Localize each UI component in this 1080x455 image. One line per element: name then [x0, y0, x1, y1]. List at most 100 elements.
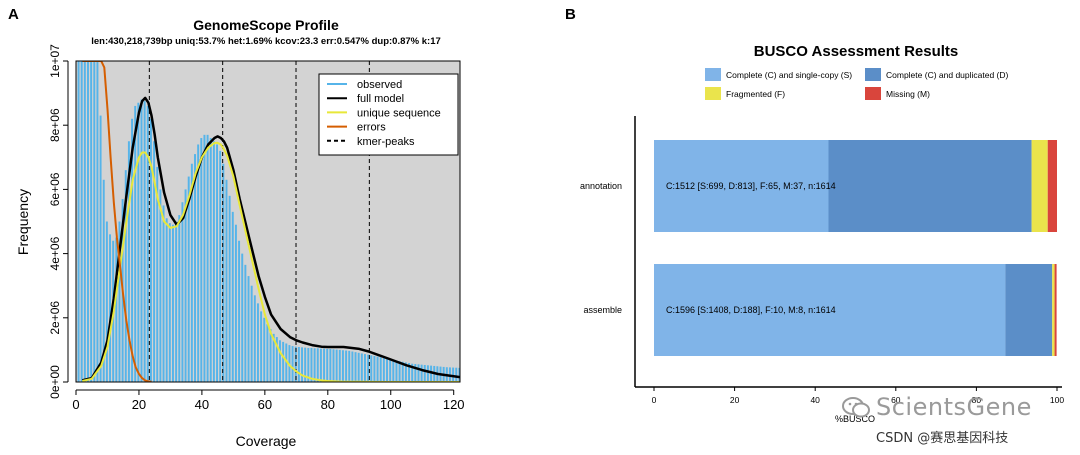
observed-bar	[423, 364, 426, 382]
observed-bar	[263, 317, 266, 382]
observed-bar	[345, 350, 348, 382]
observed-bar	[96, 61, 99, 382]
observed-bar	[304, 347, 307, 382]
observed-bar	[364, 354, 366, 382]
observed-bar	[408, 363, 411, 382]
observed-bar	[209, 138, 212, 382]
observed-bar	[250, 285, 253, 382]
observed-bar	[401, 361, 404, 382]
observed-bar	[219, 150, 222, 382]
observed-bar	[140, 99, 143, 382]
observed-bar	[200, 138, 203, 382]
x-tick-label: 80	[321, 397, 335, 412]
bar-segment	[654, 140, 829, 232]
x-tick-label: 100	[380, 397, 402, 412]
observed-bar	[159, 189, 162, 382]
observed-bar	[285, 343, 288, 382]
observed-bar	[291, 346, 294, 382]
observed-bar	[115, 237, 118, 382]
observed-bar	[137, 102, 140, 382]
bar-label: C:1512 [S:699, D:813], F:65, M:37, n:161…	[666, 181, 836, 191]
watermark-brand: ScientsGene	[876, 393, 1032, 421]
observed-bar	[234, 224, 237, 382]
legend-label: errors	[357, 122, 386, 134]
observed-bar	[404, 362, 407, 382]
observed-bar	[326, 348, 329, 382]
wechat-icon	[842, 397, 870, 418]
observed-bar	[414, 364, 417, 382]
legend-label: Missing (M)	[886, 89, 930, 99]
observed-bar	[455, 367, 458, 382]
chart-subtitle: len:430,218,739bp uniq:53.7% het:1.69% k…	[91, 36, 441, 47]
observed-bar	[93, 61, 96, 382]
observed-bar	[190, 163, 193, 382]
observed-bar	[105, 221, 108, 382]
legend-label: Complete (C) and single-copy (S)	[726, 70, 852, 80]
x-axis-label: Coverage	[236, 433, 297, 449]
y-tick-label: 8e+06	[48, 108, 62, 142]
observed-bar	[348, 350, 351, 382]
legend-label: unique sequence	[357, 107, 441, 119]
observed-bar	[411, 363, 414, 382]
chart-title: BUSCO Assessment Results	[754, 43, 959, 60]
observed-bar	[351, 351, 354, 382]
observed-bar	[392, 359, 395, 382]
panel-b-letter: B	[565, 6, 576, 23]
observed-bar	[225, 179, 228, 382]
observed-bar	[341, 350, 344, 382]
observed-bar	[197, 144, 200, 382]
observed-bar	[238, 240, 241, 382]
observed-bar	[360, 353, 363, 382]
observed-bar	[430, 365, 433, 382]
legend-label: Complete (C) and duplicated (D)	[886, 70, 1009, 80]
observed-bar	[458, 367, 460, 382]
y-axis-label: Frequency	[15, 189, 31, 255]
observed-bar	[222, 163, 225, 382]
x-tick-label: 100	[1050, 395, 1064, 405]
observed-bar	[194, 154, 196, 382]
bar-segment	[1054, 264, 1057, 356]
legend-label: observed	[357, 79, 402, 91]
observed-bar	[162, 205, 165, 382]
observed-bar	[282, 341, 285, 382]
observed-bar	[172, 224, 174, 382]
observed-bar	[149, 118, 152, 382]
bar-label: C:1596 [S:1408, D:188], F:10, M:8, n:161…	[666, 305, 836, 315]
legend-swatch	[865, 68, 881, 81]
observed-bar	[332, 349, 335, 382]
observed-bar	[80, 61, 83, 382]
plot-frame	[75, 60, 461, 383]
observed-bar	[77, 61, 80, 382]
observed-bar	[417, 364, 420, 382]
observed-bar	[373, 355, 376, 382]
observed-bar	[203, 134, 206, 382]
legend-swatch	[705, 68, 721, 81]
observed-bar	[275, 337, 278, 382]
observed-bar	[316, 348, 319, 382]
panel-a-letter: A	[8, 6, 19, 23]
observed-bar	[386, 358, 388, 382]
y-tick-label: 2e+06	[48, 301, 62, 335]
observed-bar	[398, 361, 401, 382]
x-axis-label: %BUSCO	[835, 414, 875, 424]
x-tick-label: 60	[258, 397, 272, 412]
y-tick-label: 1e+07	[48, 44, 62, 78]
busco-chart: BUSCO Assessment Results Complete (C) an…	[580, 43, 1064, 424]
observed-bar	[297, 347, 300, 382]
observed-bar	[395, 360, 398, 382]
observed-bar	[228, 195, 231, 382]
x-tick-label: 80	[972, 395, 982, 405]
observed-bar	[175, 221, 178, 382]
observed-bar	[206, 134, 209, 382]
observed-bar	[307, 347, 310, 382]
observed-bar	[323, 348, 326, 382]
bar-segment	[654, 264, 1006, 356]
category-label: annotation	[580, 181, 622, 191]
legend-label: Fragmented (F)	[726, 89, 785, 99]
observed-bar	[124, 170, 127, 382]
errors-line	[82, 61, 152, 382]
observed-bar	[153, 141, 156, 382]
y-tick-label: 0e+00	[48, 365, 62, 399]
full-model-line	[82, 96, 460, 382]
observed-bar	[156, 166, 159, 382]
